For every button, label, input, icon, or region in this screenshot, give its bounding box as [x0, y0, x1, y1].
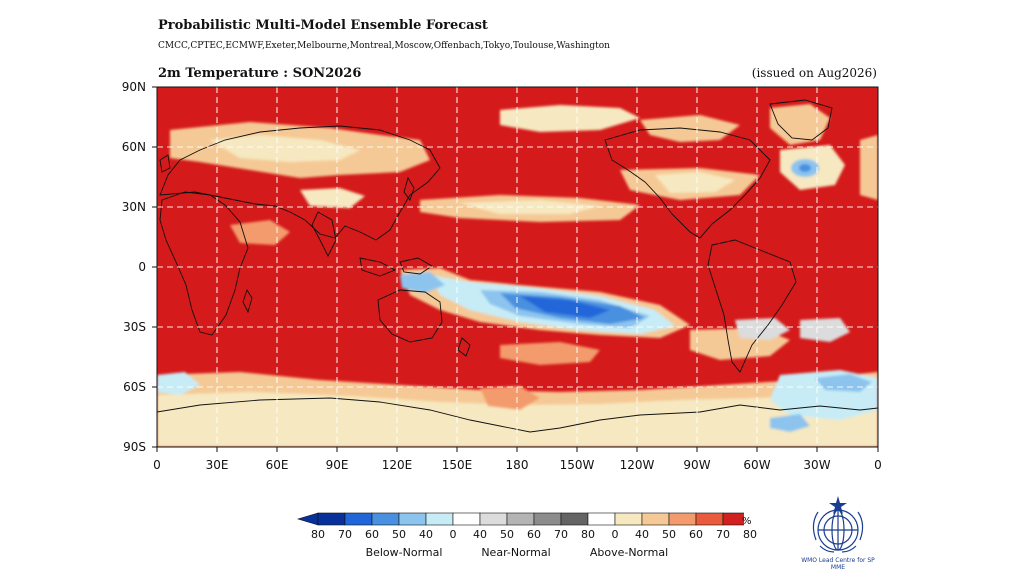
colorbar-cell	[587, 512, 616, 526]
coastlines	[157, 99, 878, 433]
lat-label-30s: 30S	[123, 320, 146, 334]
lon-label-60w: 60W	[743, 458, 771, 472]
colorbar-tick-label: 60	[365, 528, 379, 541]
colorbar-tick-label: 0	[449, 528, 457, 541]
colorbar-cell	[371, 512, 400, 526]
lon-label-30e: 30E	[205, 458, 229, 472]
colorbar-tick-label: 50	[392, 528, 406, 541]
colorbar-cell	[317, 512, 346, 526]
lon-label-150w: 150W	[559, 458, 595, 472]
probability-colorbar	[296, 512, 744, 526]
lat-label-30n: 30N	[121, 200, 146, 214]
legend-near-normal: Near-Normal	[481, 546, 551, 559]
lat-label-90n: 90N	[121, 80, 146, 94]
colorbar-tick-label: 80	[743, 528, 757, 541]
colorbar-cell	[506, 512, 535, 526]
graticule	[157, 87, 878, 447]
model-list: CMCC,CPTEC,ECMWF,Exeter,Melbourne,Montre…	[158, 41, 610, 51]
lon-label-0-east: 0	[874, 458, 882, 472]
lon-label-30w: 30W	[803, 458, 831, 472]
colorbar-tick-label: 40	[419, 528, 433, 541]
colorbar-cell	[641, 512, 670, 526]
lon-label-120e: 120E	[381, 458, 413, 472]
colorbar-cell	[479, 512, 508, 526]
colorbar-unit: %	[742, 516, 752, 527]
lat-label-90s: 90S	[123, 440, 146, 454]
page-title: Probabilistic Multi-Model Ensemble Forec…	[158, 18, 488, 33]
colorbar-tick-label: 70	[338, 528, 352, 541]
lat-label-60s: 60S	[123, 380, 146, 394]
colorbar-cell	[695, 512, 724, 526]
colorbar-cell	[614, 512, 643, 526]
colorbar-tick-label: 60	[527, 528, 541, 541]
colorbar-cell	[560, 512, 589, 526]
issued-date: (issued on Aug2026)	[751, 66, 877, 80]
legend-above-normal: Above-Normal	[589, 546, 669, 559]
colorbar-tick-label: 50	[500, 528, 514, 541]
lon-label-60e: 60E	[265, 458, 289, 472]
colorbar-cell	[398, 512, 427, 526]
colorbar-tick-label: 50	[662, 528, 676, 541]
lon-label-90e: 90E	[325, 458, 349, 472]
lon-label-120w: 120W	[619, 458, 655, 472]
axis-ticks	[152, 86, 879, 452]
colorbar-tick-label: 70	[716, 528, 730, 541]
lat-label-60n: 60N	[121, 140, 146, 154]
colorbar-tick-label: 80	[581, 528, 595, 541]
colorbar-cell	[425, 512, 454, 526]
wmo-logo	[812, 496, 864, 553]
colorbar-cell	[668, 512, 697, 526]
colorbar-tick-label: 40	[635, 528, 649, 541]
colorbar-cell	[344, 512, 373, 526]
colorbar-cell	[722, 512, 744, 526]
lon-label-150e: 150E	[441, 458, 473, 472]
colorbar-tick-label: 0	[611, 528, 619, 541]
lon-label-90w: 90W	[683, 458, 711, 472]
lon-label-180: 180	[505, 458, 529, 472]
forecast-variable: 2m Temperature : SON2026	[158, 66, 362, 81]
legend-below-normal: Below-Normal	[365, 546, 443, 559]
lat-label-0: 0	[138, 260, 146, 274]
colorbar-tick-label: 70	[554, 528, 568, 541]
colorbar-tick-label: 60	[689, 528, 703, 541]
lon-label-0: 0	[153, 458, 161, 472]
colorbar-tick-label: 40	[473, 528, 487, 541]
probability-field	[157, 87, 878, 447]
colorbar-tick-label: 80	[311, 528, 325, 541]
colorbar-extend-low	[296, 512, 319, 526]
wmo-logo-text: WMO Lead Centre for SP MME	[801, 557, 875, 571]
colorbar-cell	[452, 512, 481, 526]
colorbar-cell	[533, 512, 562, 526]
